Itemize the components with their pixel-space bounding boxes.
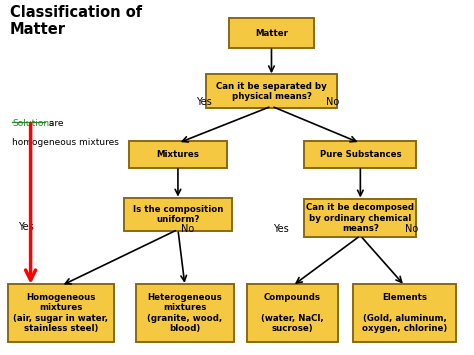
Text: Mixtures: Mixtures (156, 150, 200, 159)
Text: Homogeneous
mixtures
(air, sugar in water,
stainless steel): Homogeneous mixtures (air, sugar in wate… (13, 293, 109, 333)
FancyBboxPatch shape (124, 198, 232, 231)
FancyBboxPatch shape (129, 141, 227, 168)
Text: Compounds

(water, NaCl,
sucrose): Compounds (water, NaCl, sucrose) (261, 293, 324, 333)
FancyBboxPatch shape (206, 75, 337, 108)
Text: Pure Substances: Pure Substances (319, 150, 401, 159)
FancyBboxPatch shape (304, 199, 417, 237)
FancyBboxPatch shape (229, 18, 314, 48)
Text: are: are (46, 119, 63, 129)
Text: Can it be separated by
physical means?: Can it be separated by physical means? (216, 82, 327, 101)
Text: Elements

(Gold, aluminum,
oxygen, chlorine): Elements (Gold, aluminum, oxygen, chlori… (362, 293, 447, 333)
Text: homogeneous mixtures: homogeneous mixtures (12, 138, 119, 147)
Text: No: No (405, 224, 419, 234)
Text: Heterogeneous
mixtures
(granite, wood,
blood): Heterogeneous mixtures (granite, wood, b… (147, 293, 223, 333)
FancyBboxPatch shape (304, 141, 417, 168)
Text: Solutions: Solutions (12, 119, 54, 129)
FancyBboxPatch shape (9, 284, 114, 342)
Text: No: No (181, 224, 194, 234)
Text: Can it be decomposed
by ordinary chemical
means?: Can it be decomposed by ordinary chemica… (306, 203, 414, 233)
Text: Yes: Yes (18, 222, 34, 232)
FancyBboxPatch shape (353, 284, 456, 342)
FancyBboxPatch shape (247, 284, 338, 342)
Text: Yes: Yes (273, 224, 289, 234)
Text: Classification of
Matter: Classification of Matter (9, 5, 142, 37)
FancyBboxPatch shape (136, 284, 234, 342)
Text: No: No (326, 97, 339, 107)
Text: Is the composition
uniform?: Is the composition uniform? (133, 205, 223, 224)
Text: Matter: Matter (255, 29, 288, 38)
Text: Yes: Yes (196, 97, 211, 107)
